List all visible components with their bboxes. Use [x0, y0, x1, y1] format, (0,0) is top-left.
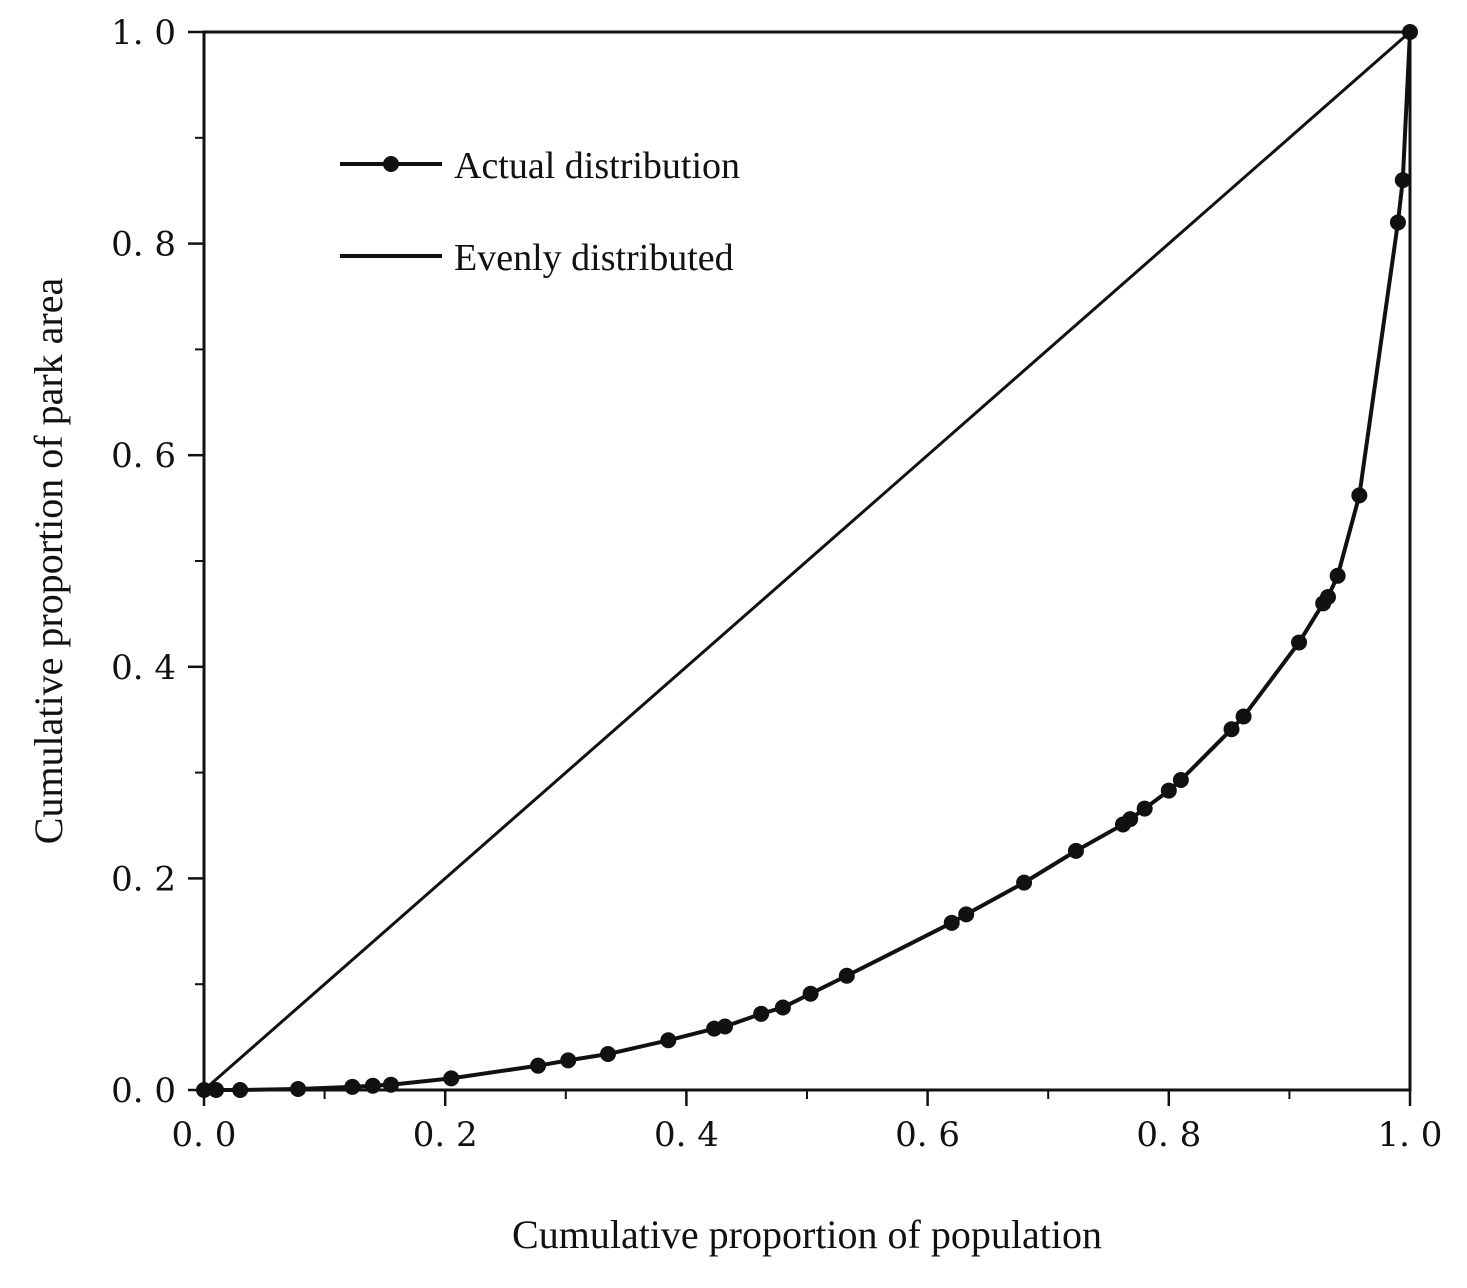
actual-distribution-point	[1394, 172, 1411, 189]
actual-distribution-point	[1067, 842, 1084, 859]
actual-distribution-point	[1319, 588, 1336, 605]
actual-distribution-point	[802, 985, 819, 1002]
legend-item-actual: Actual distribution	[340, 145, 740, 187]
x-tick-label: 0. 4	[654, 1115, 719, 1155]
actual-distribution-point	[232, 1082, 249, 1098]
legend-swatch-actual-marker	[383, 156, 399, 172]
x-axis-ticks: 0. 0 0. 2 0. 4 0. 6 0. 8 1. 0	[172, 1090, 1443, 1155]
actual-distribution-point	[208, 1082, 225, 1098]
x-tick-label: 0. 2	[413, 1115, 478, 1155]
legend-label-even: Evenly distributed	[454, 237, 734, 279]
actual-distribution-point	[1389, 214, 1406, 231]
legend-label-actual: Actual distribution	[454, 145, 740, 187]
actual-distribution-point	[1329, 567, 1346, 584]
actual-distribution-point	[290, 1080, 307, 1097]
actual-distribution-point	[364, 1077, 381, 1094]
actual-distribution-point	[1291, 634, 1308, 651]
y-axis-ticks: 0. 0 0. 2 0. 4 0. 6 0. 8 1. 0	[111, 13, 204, 1111]
actual-distribution-point	[443, 1070, 460, 1087]
y-tick-label: 1. 0	[111, 13, 176, 53]
y-tick-label: 0. 4	[111, 648, 176, 688]
y-tick-label: 0. 8	[111, 225, 176, 265]
actual-distribution-point	[1235, 708, 1252, 725]
actual-distribution-point	[600, 1046, 617, 1063]
actual-distribution-point	[560, 1052, 577, 1069]
actual-distribution-point	[660, 1032, 677, 1049]
legend: Actual distribution Evenly distributed	[340, 145, 740, 279]
x-tick-label: 1. 0	[1378, 1115, 1443, 1155]
actual-distribution-point	[344, 1078, 361, 1095]
actual-distribution-point	[1122, 811, 1139, 828]
actual-distribution-point	[1172, 772, 1189, 789]
x-tick-label: 0. 0	[172, 1115, 237, 1155]
y-tick-label: 0. 0	[111, 1071, 176, 1111]
actual-distribution-point	[838, 967, 855, 984]
legend-item-even: Evenly distributed	[340, 237, 734, 279]
y-axis-title: Cumulative proportion of park area	[26, 278, 71, 845]
actual-distribution-point	[1016, 874, 1033, 891]
x-tick-label: 0. 8	[1136, 1115, 1201, 1155]
y-tick-label: 0. 6	[111, 436, 176, 476]
x-axis-title: Cumulative proportion of population	[512, 1212, 1102, 1257]
actual-distribution-point	[774, 999, 791, 1016]
actual-distribution-point	[1160, 782, 1177, 799]
actual-distribution-point	[1351, 487, 1368, 504]
actual-distribution-point	[530, 1057, 547, 1074]
actual-distribution-point	[958, 906, 975, 923]
actual-distribution-point	[1223, 721, 1240, 738]
actual-distribution-point	[943, 914, 960, 931]
actual-distribution-point	[716, 1018, 733, 1035]
actual-distribution-point	[1136, 800, 1153, 817]
series-layer	[196, 24, 1418, 1098]
x-tick-label: 0. 6	[895, 1115, 960, 1155]
evenly-distributed-line	[203, 30, 1411, 1092]
actual-distribution-point	[382, 1076, 399, 1093]
y-tick-label: 0. 2	[111, 859, 176, 899]
actual-distribution-point	[753, 1005, 770, 1022]
